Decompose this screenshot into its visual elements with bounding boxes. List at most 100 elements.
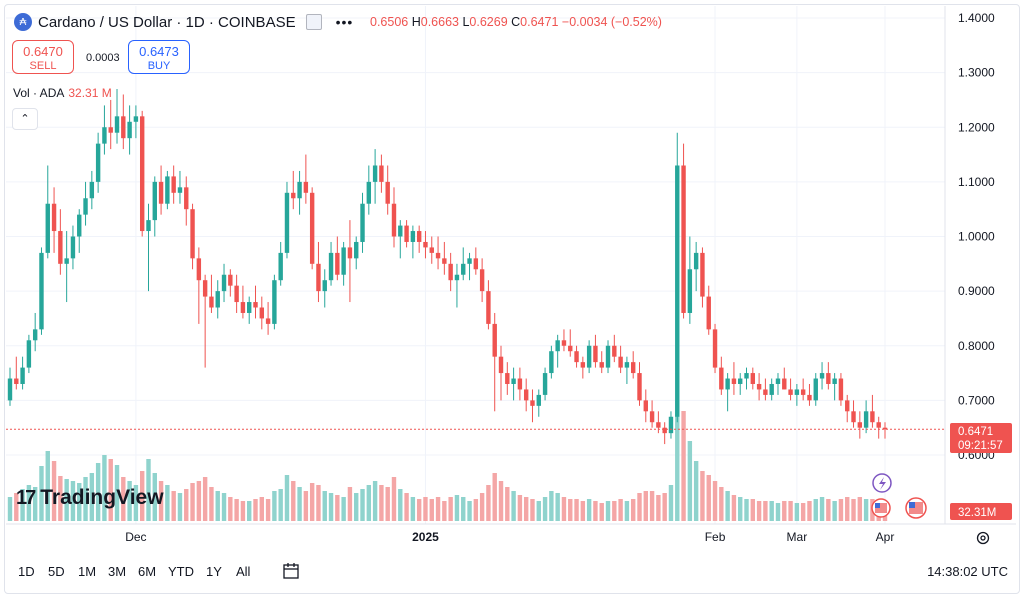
current-price-label: 0.6471 09:21:57 [950, 423, 1012, 453]
candle [247, 296, 252, 324]
volume-bar [700, 471, 705, 521]
candle-body [788, 389, 793, 395]
volume-bar [442, 501, 447, 521]
volume-bar [127, 481, 132, 521]
candle [404, 220, 409, 248]
timeframe-6m[interactable]: 6M [138, 564, 157, 579]
candle [133, 105, 139, 139]
candle-body [360, 203, 365, 242]
candle [643, 389, 648, 423]
current-price-value: 0.6471 [958, 426, 993, 438]
candle-body [95, 143, 101, 182]
candle [555, 334, 560, 368]
time-tick-label: Mar [787, 530, 808, 544]
volume-bar [574, 499, 579, 521]
candle-body [335, 252, 340, 275]
candle [102, 105, 107, 155]
volume-bar [769, 501, 774, 521]
sell-button[interactable]: 0.6470 SELL [12, 40, 74, 74]
candle [731, 362, 737, 395]
volume-bar [32, 487, 38, 521]
candle-body [561, 340, 567, 346]
candle-body [410, 231, 416, 242]
candle [813, 373, 818, 406]
timeframe-3m[interactable]: 3M [108, 564, 127, 579]
ohlc-high-label: H [411, 15, 421, 29]
utc-clock[interactable]: 14:38:02 UTC [927, 564, 1008, 579]
volume-bar [322, 491, 327, 521]
candle [240, 285, 246, 319]
volume-bar [813, 499, 818, 521]
candle-body [706, 296, 711, 330]
volume-bar [750, 499, 756, 521]
candle [618, 345, 623, 374]
volume-bar [782, 501, 787, 521]
candle [756, 373, 762, 401]
candle-body [171, 176, 176, 193]
candle [70, 225, 76, 270]
volume-bar [328, 493, 334, 521]
candle [278, 241, 283, 286]
ohlc-values: 0.6506 H0.6663 L0.6269 C0.6471 −0.0034 (… [370, 15, 662, 29]
volume-bar [347, 487, 353, 521]
price-tick-label: 1.0000 [958, 230, 995, 244]
candle-body [416, 231, 422, 242]
volume-bar [719, 487, 724, 521]
volume-bar [605, 501, 611, 521]
symbol-title[interactable]: Cardano / US Dollar · 1D · COINBASE [38, 13, 296, 31]
candle-body [618, 356, 623, 368]
settings-gear-icon[interactable] [975, 530, 991, 546]
volume-bar [549, 491, 554, 521]
timeframe-5d[interactable]: 5D [48, 564, 65, 579]
candle [152, 176, 157, 237]
candle [700, 247, 705, 308]
volume-bar [763, 501, 768, 521]
volume-bar [309, 483, 315, 521]
volume-legend[interactable]: Vol · ADA 32.31 M [13, 86, 112, 100]
volume-bar [190, 483, 195, 521]
timeframe-1m[interactable]: 1M [78, 564, 97, 579]
candle-body [202, 280, 208, 297]
volume-bar [807, 501, 812, 521]
candle-body [738, 378, 743, 384]
volume-bar [372, 481, 378, 521]
timeframe-1d[interactable]: 1D [18, 564, 35, 579]
candle [788, 378, 793, 401]
date-range-icon[interactable] [282, 562, 300, 580]
candle-body [744, 373, 749, 379]
volume-bar [416, 499, 422, 521]
volume-bar [108, 459, 113, 521]
volume-bar [788, 501, 793, 521]
event-icons[interactable] [871, 473, 927, 519]
candle-body [328, 252, 334, 281]
candle-body [366, 181, 372, 204]
candle [423, 231, 428, 259]
candle-body [309, 192, 315, 264]
candle-body [291, 192, 296, 199]
more-options-icon[interactable]: ••• [335, 14, 354, 30]
collapse-legend-button[interactable]: ⌃ [12, 108, 38, 130]
timeframe-all[interactable]: All [236, 564, 251, 579]
compare-icon[interactable] [305, 14, 322, 30]
timeframe-1y[interactable]: 1Y [206, 564, 222, 579]
volume-bar [511, 491, 516, 521]
candle [492, 312, 497, 412]
candle-body [133, 116, 139, 122]
candle [479, 258, 485, 303]
candle [190, 203, 195, 270]
candle [328, 241, 334, 286]
volume-bar [461, 497, 466, 521]
candle-body [750, 373, 756, 384]
sell-price: 0.6470 [23, 44, 63, 59]
candle-body [20, 367, 25, 384]
buy-button[interactable]: 0.6473 BUY [128, 40, 190, 74]
candle [297, 170, 302, 215]
timeframe-ytd[interactable]: YTD [168, 564, 194, 579]
candle [467, 252, 472, 281]
candle-body [58, 231, 63, 264]
volume-bar [612, 501, 617, 521]
candle-body [32, 329, 38, 341]
symbol-header[interactable]: ₳ Cardano / US Dollar · 1D · COINBASE ••… [14, 10, 353, 34]
candle [473, 247, 479, 275]
